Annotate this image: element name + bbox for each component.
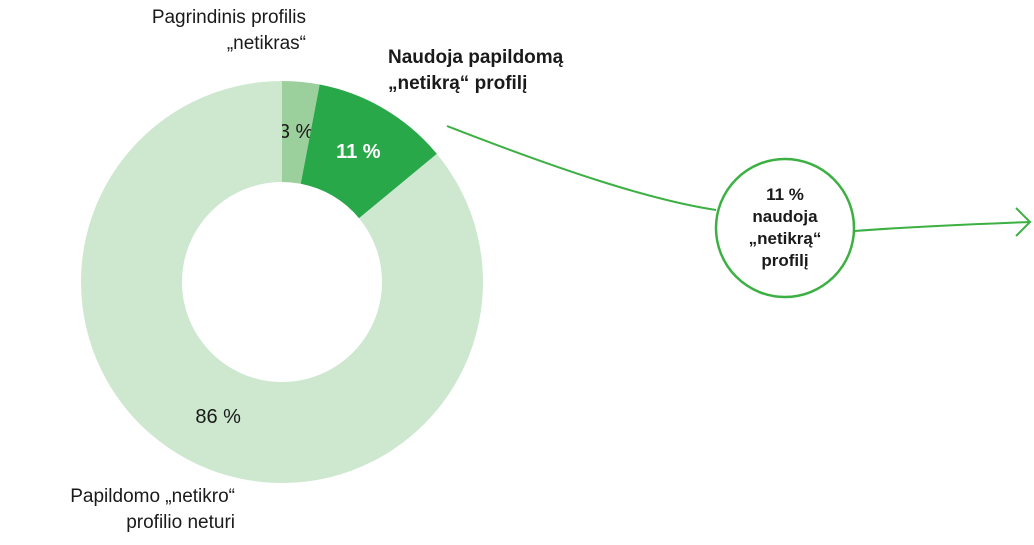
donut-slice <box>81 81 484 483</box>
value-label: 86 % <box>195 406 241 428</box>
value-label: 3 % <box>279 121 314 143</box>
category-label: Pagrindinis profilis „netikras“ <box>151 7 306 54</box>
arrow-line <box>853 221 1031 232</box>
category-label: Naudoja papildomą „netikrą“ profilį <box>388 47 564 94</box>
callout-circle <box>714 157 856 299</box>
category-label: Papildomo „netikro“ profilio neturi <box>70 486 235 533</box>
connector-line <box>446 125 717 211</box>
value-label: 11 % <box>336 141 381 163</box>
arrow-head <box>1015 207 1032 237</box>
donut-slice <box>282 81 320 184</box>
donut-slice <box>300 84 437 219</box>
callout-text: 11 % naudoja „netikrą“ profilį <box>748 185 822 270</box>
